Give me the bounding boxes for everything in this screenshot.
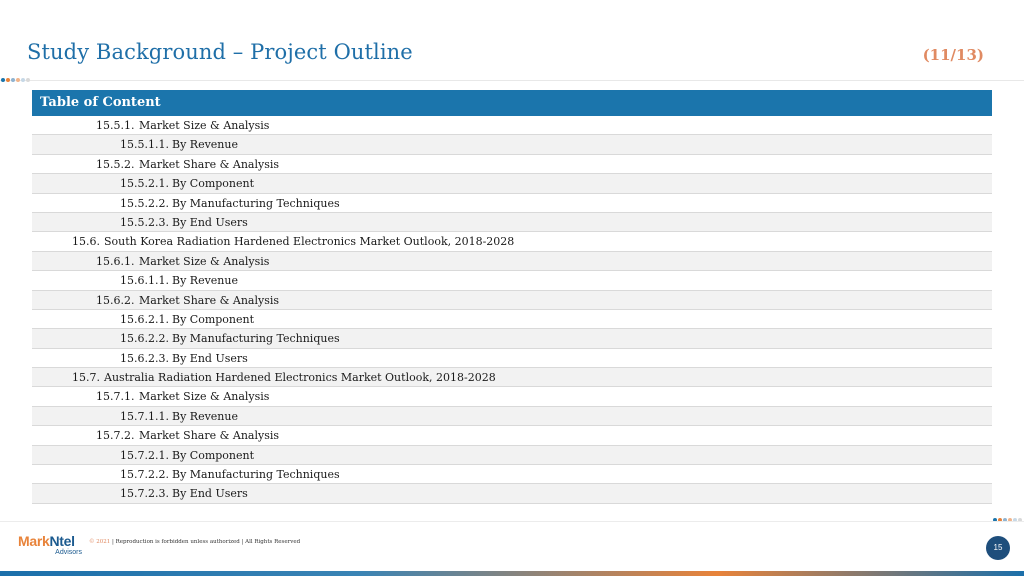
toc-row: 15.5.2.3. By End Users	[32, 212, 992, 233]
toc-row-number: 15.6.2.3.	[120, 351, 169, 365]
logo-mark-text: Mark	[18, 533, 50, 549]
toc-row-number: 15.7.1.	[96, 390, 135, 404]
toc-row: 15.7.1. Market Size & Analysis	[32, 387, 992, 407]
toc-row: 15.6.1.1. By Revenue	[32, 271, 992, 291]
toc-row-number: 15.5.2.	[96, 157, 135, 171]
decorative-dot	[11, 78, 15, 82]
decorative-dot	[1008, 518, 1012, 522]
toc-row-label: Market Size & Analysis	[139, 119, 270, 132]
toc-row: 15.7.2.1. By Component	[32, 445, 992, 466]
logo-subtitle: Advisors	[55, 549, 82, 556]
toc-row: 15.5.2. Market Share & Analysis	[32, 155, 992, 175]
toc-row-label: By End Users	[172, 487, 248, 501]
toc-row-label: Market Size & Analysis	[139, 390, 270, 404]
toc-row-label: By End Users	[172, 351, 248, 365]
decorative-dot	[1, 78, 5, 82]
toc-row-label: By Component	[172, 177, 255, 191]
decorative-dot	[1013, 518, 1017, 522]
decorative-dot	[1018, 518, 1022, 522]
rights-text: | Reproduction is forbidden unless autho…	[112, 539, 301, 545]
toc-row: 15.6.1. Market Size & Analysis	[32, 251, 992, 272]
toc-row: 15.7. Australia Radiation Hardened Electr…	[32, 368, 992, 388]
markntel-logo: MarkNtel Advisors	[18, 534, 88, 560]
toc-row: 15.6. South Korea Radiation Hardened Elec…	[32, 232, 992, 252]
toc-row: 15.6.2. Market Share & Analysis	[32, 290, 992, 310]
toc-row-label: By Manufacturing Techniques	[172, 332, 340, 346]
toc-row-number: 15.6.2.2.	[120, 332, 169, 346]
toc-row: 15.5.2.2. By Manufacturing Techniques	[32, 194, 992, 213]
toc-row-number: 15.7.2.3.	[120, 487, 169, 501]
toc-row-number: 15.6.2.	[96, 293, 135, 307]
decorative-dot	[1003, 518, 1007, 522]
toc-row-number: 15.7.2.2.	[120, 468, 169, 482]
toc-row-label: Market Share & Analysis	[139, 293, 280, 307]
toc-row: 15.5.1. Market Size & Analysis	[32, 116, 992, 136]
toc-row: 15.7.1.1. By Revenue	[32, 406, 992, 427]
decorative-dot	[998, 518, 1002, 522]
page-counter: (11/13)	[922, 46, 984, 64]
toc-row-label: By Revenue	[172, 409, 238, 423]
toc-row-label: By Revenue	[172, 138, 238, 152]
toc-row: 15.7.2.2. By Manufacturing Techniques	[32, 465, 992, 485]
footer-divider	[0, 521, 1024, 522]
toc-row-label: Market Share & Analysis	[139, 429, 280, 443]
decorative-dot	[993, 518, 997, 522]
toc-row-number: 15.6.	[72, 235, 100, 249]
toc-row: 15.7.2. Market Share & Analysis	[32, 426, 992, 446]
toc-row: 15.5.1.1. By Revenue	[32, 135, 992, 155]
table-of-content: Table of Content 15.5.1. Market Size & An…	[32, 90, 992, 504]
toc-row-label: South Korea Radiation Hardened Electroni…	[104, 235, 515, 249]
toc-rows: 15.5.1. Market Size & Analysis 15.5.1.1. By…	[32, 116, 992, 504]
toc-row-number: 15.7.	[72, 371, 100, 385]
toc-row-label: Market Size & Analysis	[139, 254, 270, 268]
toc-row-number: 15.5.2.2.	[120, 196, 169, 210]
toc-row-number: 15.7.2.	[96, 429, 135, 443]
toc-row-number: 15.6.1.1.	[120, 274, 169, 288]
toc-row: 15.6.2.2. By Manufacturing Techniques	[32, 329, 992, 349]
bottom-accent-bar	[0, 571, 1024, 576]
toc-row-number: 15.5.2.1.	[120, 177, 169, 191]
toc-row: 15.5.2.1. By Component	[32, 174, 992, 194]
decorative-dot	[26, 78, 30, 82]
decorative-dots-top	[1, 78, 30, 82]
logo-ntel-text: Ntel	[49, 533, 75, 549]
toc-row-label: By Manufacturing Techniques	[172, 468, 340, 482]
decorative-dot	[21, 78, 25, 82]
copyright-text: © 2021	[89, 539, 111, 545]
decorative-dots-bottom	[993, 518, 1022, 522]
toc-row-label: By End Users	[172, 215, 248, 229]
page-number-badge: 15	[986, 536, 1010, 560]
toc-row-number: 15.7.2.1.	[120, 448, 169, 462]
toc-row-label: By Component	[172, 448, 255, 462]
toc-row-label: Market Share & Analysis	[139, 157, 280, 171]
toc-row-number: 15.5.1.	[96, 119, 135, 132]
page-title: Study Background – Project Outline	[27, 40, 413, 64]
toc-row: 15.6.2.1. By Component	[32, 310, 992, 330]
toc-row-label: By Manufacturing Techniques	[172, 196, 340, 210]
toc-row-label: Australia Radiation Hardened Electronics…	[104, 371, 496, 385]
decorative-dot	[6, 78, 10, 82]
toc-row: 15.6.2.3. By End Users	[32, 349, 992, 369]
toc-row: 15.7.2.3. By End Users	[32, 484, 992, 504]
header-divider	[0, 80, 1024, 81]
toc-row-number: 15.5.2.3.	[120, 215, 169, 229]
toc-header: Table of Content	[32, 90, 992, 116]
toc-row-number: 15.6.1.	[96, 254, 135, 268]
toc-row-number: 15.5.1.1.	[120, 138, 169, 152]
footer-notice: © 2021 | Reproduction is forbidden unles…	[89, 539, 300, 545]
toc-row-number: 15.6.2.1.	[120, 312, 169, 326]
decorative-dot	[16, 78, 20, 82]
toc-row-label: By Component	[172, 312, 255, 326]
toc-row-label: By Revenue	[172, 274, 238, 288]
toc-row-number: 15.7.1.1.	[120, 409, 169, 423]
